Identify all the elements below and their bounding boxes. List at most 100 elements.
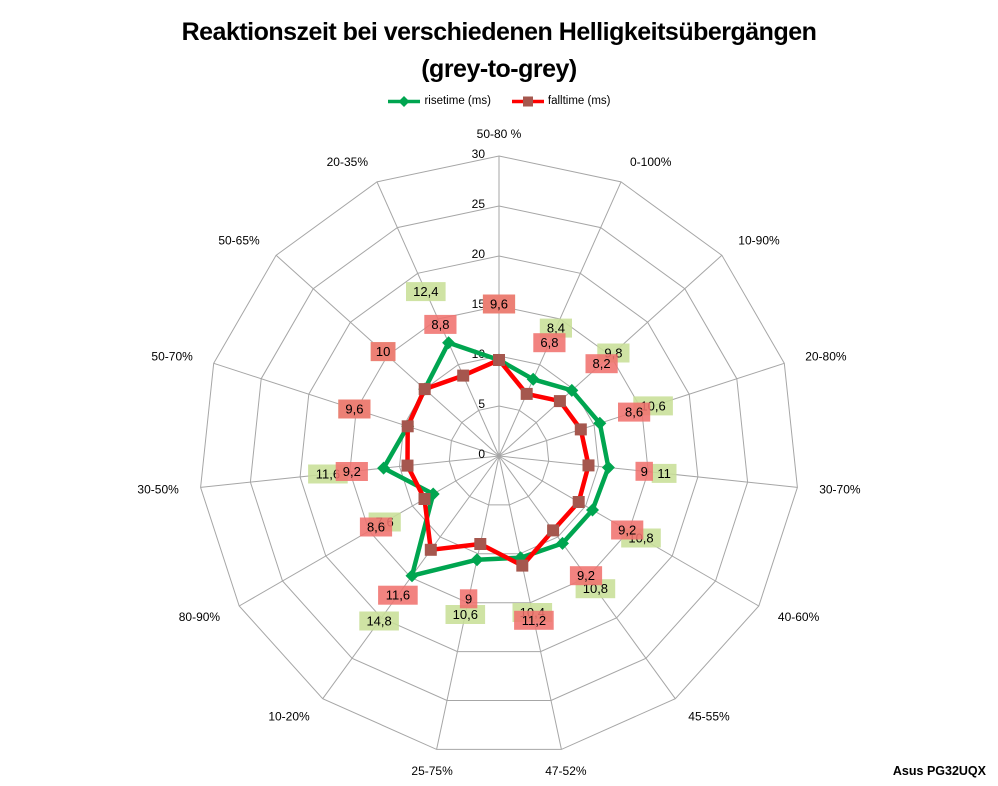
falltime-marker[interactable] <box>572 496 585 508</box>
svg-text:6,8: 6,8 <box>540 335 558 350</box>
svg-text:9,2: 9,2 <box>577 568 595 583</box>
falltime-marker[interactable] <box>474 538 487 550</box>
legend-label-risetime: risetime (ms) <box>424 95 491 107</box>
risetime-marker[interactable] <box>526 372 540 386</box>
svg-text:11,6: 11,6 <box>316 467 340 482</box>
falltime-data-label: 9,6 <box>482 294 516 314</box>
risetime-marker[interactable] <box>405 569 419 583</box>
axis-label-3070: 30-70% <box>819 483 861 497</box>
tick-label-15: 15 <box>472 297 486 311</box>
svg-text:8,2: 8,2 <box>593 356 611 371</box>
falltime-marker[interactable] <box>418 493 431 505</box>
tick-label-5: 5 <box>478 397 485 411</box>
falltime-marker[interactable] <box>547 524 560 537</box>
axis-label-2575: 25-75% <box>411 764 453 778</box>
risetime-marker[interactable] <box>593 416 607 430</box>
risetime-marker[interactable] <box>377 461 391 475</box>
falltime-marker[interactable] <box>401 459 414 472</box>
tick-label-25: 25 <box>472 197 486 211</box>
axis-label-4752: 47-52% <box>545 764 587 778</box>
falltime-data-label: 11,2 <box>514 610 554 630</box>
falltime-marker[interactable] <box>493 354 505 366</box>
axis-label-2080: 20-80% <box>805 350 847 364</box>
falltime-marker[interactable] <box>418 383 431 396</box>
falltime-line[interactable] <box>405 357 591 568</box>
falltime-data-label: 9,6 <box>338 399 371 419</box>
risetime-legend-marker-icon <box>388 95 421 107</box>
axis-label-5080: 50-80 % <box>477 127 522 141</box>
axis-label-8090: 80-90% <box>179 610 221 624</box>
chart-legend: risetime (ms) falltime (ms) <box>0 95 998 107</box>
risetime-marker[interactable] <box>601 461 615 474</box>
grid-ring-5 <box>448 405 550 506</box>
chart-title-line2: (grey-to-grey) <box>421 55 577 83</box>
risetime-marker[interactable] <box>586 503 599 517</box>
svg-text:8,6: 8,6 <box>625 405 643 420</box>
grid-ring-25 <box>249 205 749 701</box>
falltime-data-label: 9,2 <box>335 462 368 481</box>
axis-spoke <box>498 455 562 750</box>
axis-label-4060: 40-60% <box>778 610 820 624</box>
legend-item-risetime[interactable]: risetime (ms) <box>387 95 491 107</box>
falltime-marker[interactable] <box>457 369 470 382</box>
falltime-data-label: 9,2 <box>611 520 644 540</box>
axis-label-5070: 50-70% <box>151 350 193 364</box>
svg-text:9: 9 <box>641 464 648 479</box>
axis-label-1020: 10-20% <box>268 710 310 724</box>
risetime-marker[interactable] <box>470 553 484 567</box>
risetime-marker[interactable] <box>556 536 569 550</box>
risetime-data-label: 8,4 <box>539 318 572 338</box>
falltime-marker[interactable] <box>582 459 595 472</box>
tick-label-30: 30 <box>472 147 486 161</box>
axis-label-1090: 10-90% <box>738 234 780 248</box>
chart-title-line1: Reaktionszeit bei verschiedenen Helligke… <box>181 18 817 46</box>
falltime-data-label: 6,8 <box>533 333 566 353</box>
risetime-line[interactable] <box>381 340 611 578</box>
svg-text:9: 9 <box>465 591 472 606</box>
falltime-data-label: 8,8 <box>424 314 457 334</box>
falltime-data-label: 9,2 <box>569 566 603 586</box>
falltime-marker[interactable] <box>424 543 437 556</box>
grid-ring-15 <box>349 305 649 604</box>
svg-text:10: 10 <box>376 344 390 359</box>
chart-title: Reaktionszeit bei verschiedenen Helligke… <box>0 14 998 88</box>
tick-label-20: 20 <box>472 247 486 261</box>
risetime-data-label: 12,4 <box>406 282 446 302</box>
legend-label-falltime: falltime (ms) <box>547 95 611 107</box>
tick-label-0: 0 <box>478 447 485 461</box>
risetime-marker[interactable] <box>442 336 456 350</box>
falltime-legend-marker-icon <box>511 96 544 106</box>
falltime-marker[interactable] <box>553 395 566 408</box>
svg-text:9,6: 9,6 <box>345 402 363 417</box>
svg-text:9,2: 9,2 <box>618 523 636 538</box>
svg-text:9,6: 9,6 <box>490 297 508 312</box>
falltime-marker[interactable] <box>401 420 414 433</box>
falltime-data-label: 9 <box>635 461 653 481</box>
svg-text:10,6: 10,6 <box>453 607 478 622</box>
axis-label-5065: 50-65% <box>218 234 260 248</box>
axis-label-3050: 30-50% <box>137 483 179 497</box>
axis-label-2035: 20-35% <box>327 155 369 169</box>
svg-text:8,8: 8,8 <box>431 317 449 332</box>
svg-text:11,2: 11,2 <box>522 613 546 628</box>
risetime-marker[interactable] <box>565 383 579 397</box>
axis-label-0100: 0-100% <box>630 155 672 169</box>
legend-item-falltime[interactable]: falltime (ms) <box>511 95 611 107</box>
svg-text:11: 11 <box>657 466 671 481</box>
falltime-data-label: 8,2 <box>585 354 618 374</box>
svg-text:8,6: 8,6 <box>367 520 385 535</box>
grid-ring-20 <box>299 255 699 653</box>
svg-text:8,4: 8,4 <box>547 321 565 336</box>
svg-text:12,4: 12,4 <box>413 284 438 299</box>
svg-text:9,2: 9,2 <box>343 464 361 479</box>
falltime-marker[interactable] <box>520 387 533 400</box>
device-label: Asus PG32UQX <box>892 764 986 778</box>
falltime-marker[interactable] <box>516 559 529 572</box>
svg-text:11,6: 11,6 <box>386 588 410 603</box>
falltime-marker[interactable] <box>574 423 587 436</box>
risetime-data-label: 14,8 <box>359 611 399 631</box>
falltime-data-label: 9 <box>459 589 478 609</box>
falltime-data-label: 10 <box>370 342 396 362</box>
